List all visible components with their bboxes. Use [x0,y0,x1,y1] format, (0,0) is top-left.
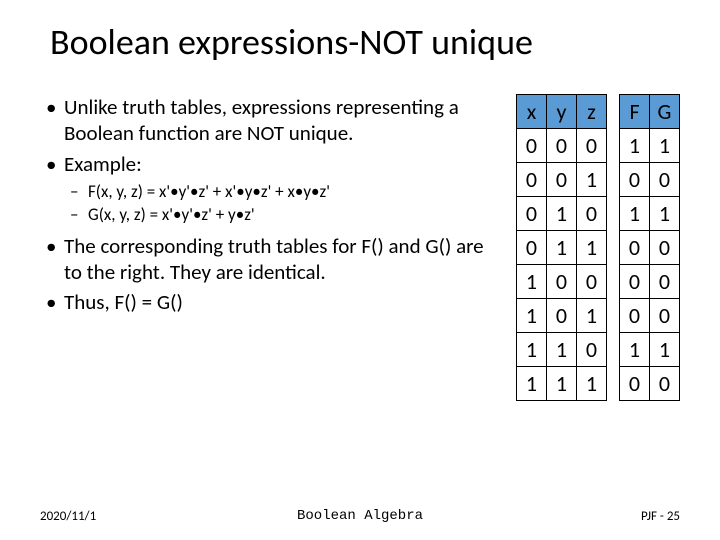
bullet-list: Unlike truth tables, expressions represe… [40,94,496,177]
footer-right: PJF - 25 [641,509,680,524]
table-row: F G [620,95,680,129]
table-row: 11 [620,197,680,231]
table-row: 101 [517,299,607,333]
th-z: z [577,95,607,129]
sub-1: F(x, y, z) = x'•y'•z' + x'•y•z' + x•y•z' [68,181,496,204]
table-row: 010 [517,197,607,231]
truth-table-fg: F G 11 00 11 00 00 00 11 00 [619,94,680,401]
bullet-list-2: The corresponding truth tables for F() a… [40,233,496,316]
table-row: 011 [517,231,607,265]
bullet-4: Thus, F() = G() [40,289,496,315]
table-row: 00 [620,367,680,401]
footer: 2020/11/1 Boolean Algebra PJF - 25 [40,509,680,524]
table-row: 00 [620,265,680,299]
bullet-1: Unlike truth tables, expressions represe… [40,94,496,147]
truth-table-xyz: x y z 000 001 010 011 100 101 110 111 [516,94,607,401]
th-x: x [517,95,547,129]
table-row: 00 [620,163,680,197]
tables-column: x y z 000 001 010 011 100 101 110 111 F … [516,94,680,401]
slide: Boolean expressions-NOT unique Unlike tr… [0,0,720,540]
table-row: 001 [517,163,607,197]
footer-center: Boolean Algebra [297,508,423,524]
table-row: 100 [517,265,607,299]
table-row: 00 [620,231,680,265]
table-row: 000 [517,129,607,163]
table-row: x y z [517,95,607,129]
footer-date: 2020/11/1 [40,509,96,524]
content-row: Unlike truth tables, expressions represe… [40,94,680,401]
table-row: 11 [620,333,680,367]
table-row: 111 [517,367,607,401]
th-f: F [620,95,650,129]
bullet-2: Example: [40,151,496,177]
sub-list: F(x, y, z) = x'•y'•z' + x'•y•z' + x•y•z'… [40,181,496,227]
text-column: Unlike truth tables, expressions represe… [40,94,501,401]
table-row: 00 [620,299,680,333]
table-row: 110 [517,333,607,367]
table-row: 11 [620,129,680,163]
th-y: y [547,95,577,129]
th-g: G [650,95,680,129]
sub-2: G(x, y, z) = x'•y'•z' + y•z' [68,204,496,227]
bullet-3: The corresponding truth tables for F() a… [40,233,496,286]
slide-title: Boolean expressions-NOT unique [40,20,680,64]
